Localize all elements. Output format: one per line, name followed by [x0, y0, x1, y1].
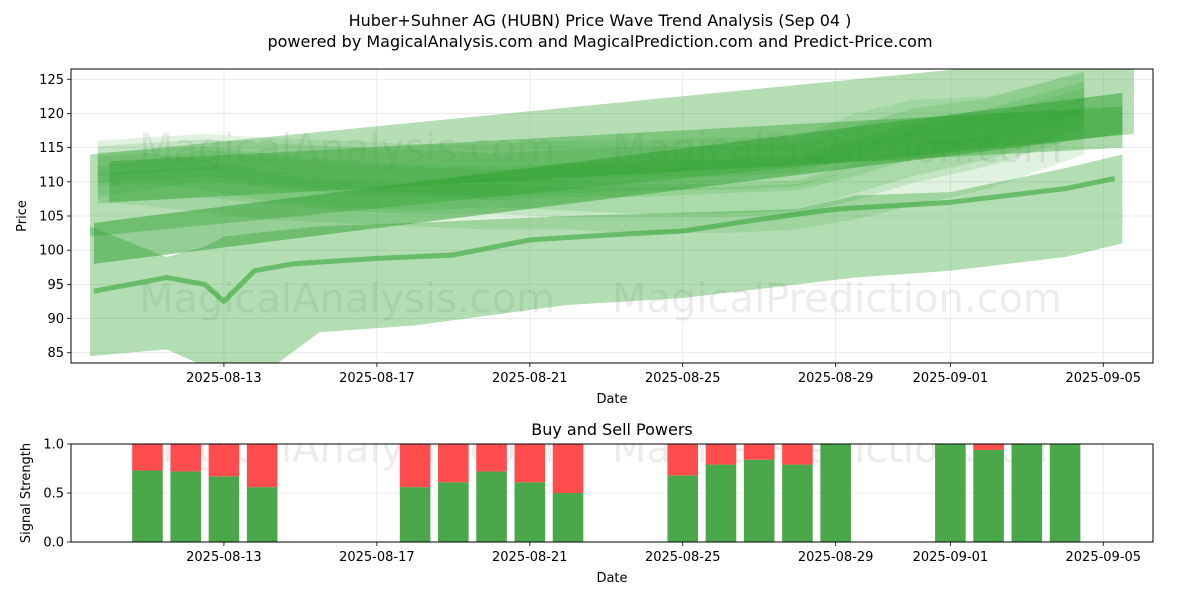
sell-bar — [132, 444, 163, 471]
price-x-ticks: 2025-08-13 2025-08-17 2025-08-21 2025-08-25… — [186, 363, 1141, 386]
signal-bars — [132, 444, 1081, 542]
signal-x-tick-label: 2025-08-21 — [492, 550, 568, 565]
buy-bar — [476, 471, 507, 542]
price-y-tick-label: 110 — [39, 175, 64, 190]
buy-bar — [743, 459, 775, 542]
price-y-tick-label: 105 — [39, 210, 64, 225]
price-y-tick-label: 100 — [39, 244, 64, 259]
buy-bar — [552, 493, 584, 542]
sell-bar — [705, 444, 737, 465]
price-x-tick-label: 2025-08-21 — [492, 371, 568, 386]
signal-y-label: Signal Strength — [19, 443, 34, 543]
watermark-prediction: MagicalPrediction.com — [612, 276, 1062, 322]
price-wave-strand — [97, 98, 1085, 214]
price-trend-channel — [109, 106, 1123, 203]
buy-bar — [1049, 444, 1081, 542]
sell-bar — [246, 444, 278, 488]
price-x-tick-label: 2025-09-05 — [1066, 371, 1142, 386]
price-wave-strand — [97, 105, 1085, 218]
sell-bar — [476, 444, 507, 472]
buy-bar — [246, 487, 278, 542]
buy-bar — [1011, 444, 1043, 542]
buy-bar — [973, 449, 1004, 542]
sell-bar — [514, 444, 546, 483]
signal-y-tick-label: 0.0 — [43, 536, 64, 551]
chart-subtitle: powered by MagicalAnalysis.com and Magic… — [267, 32, 932, 51]
price-y-tick-label: 115 — [39, 141, 64, 156]
price-y-tick-label: 125 — [39, 73, 64, 88]
signal-x-ticks: 2025-08-13 2025-08-17 2025-08-21 2025-08-25… — [186, 542, 1141, 565]
price-x-tick-label: 2025-08-17 — [339, 371, 415, 386]
sell-bar — [782, 444, 813, 465]
watermark-analysis: MagicalAnalysis.com — [139, 276, 555, 322]
signal-x-tick-label: 2025-09-01 — [913, 550, 989, 565]
price-series — [90, 69, 1134, 363]
sell-bar — [973, 444, 1004, 450]
sell-bar — [667, 444, 699, 476]
sell-bar — [208, 444, 240, 477]
signal-x-tick-label: 2025-08-17 — [339, 550, 415, 565]
price-y-tick-label: 90 — [47, 312, 64, 327]
sell-bar — [438, 444, 469, 483]
buy-bar — [782, 464, 813, 542]
signal-y-ticks: 0.0 0.5 1.0 — [43, 438, 71, 551]
chart-title: Huber+Suhner AG (HUBN) Price Wave Trend … — [349, 11, 852, 30]
buy-bar — [399, 487, 431, 542]
price-wave-strand — [97, 88, 1085, 201]
price-panel: MagicalAnalysis.com MagicalPrediction.co… — [15, 68, 1154, 407]
sell-bar — [399, 444, 431, 488]
sell-bar — [170, 444, 201, 472]
signal-x-tick-label: 2025-09-05 — [1066, 550, 1142, 565]
watermark-analysis: MagicalAnalysis.com — [139, 126, 555, 172]
buy-bar — [935, 444, 966, 542]
price-y-ticks: 85 90 95 100 105 110 115 120 125 — [39, 73, 71, 361]
buy-bar — [820, 444, 851, 542]
buy-bar — [705, 464, 737, 542]
signal-y-tick-label: 0.5 — [43, 487, 64, 502]
buy-bar — [438, 482, 469, 542]
buy-bar — [170, 471, 201, 542]
signal-x-label: Date — [596, 571, 627, 586]
signal-y-tick-label: 1.0 — [43, 438, 64, 453]
price-main-line — [93, 175, 1116, 304]
price-x-tick-label: 2025-09-01 — [913, 371, 989, 386]
price-x-label: Date — [596, 392, 627, 407]
signal-x-tick-label: 2025-08-13 — [186, 550, 262, 565]
sell-bar — [743, 444, 775, 460]
price-x-tick-label: 2025-08-13 — [186, 371, 262, 386]
price-y-tick-label: 95 — [47, 278, 64, 293]
price-y-tick-label: 120 — [39, 107, 64, 122]
signal-x-tick-label: 2025-08-29 — [798, 550, 874, 565]
price-x-tick-label: 2025-08-25 — [645, 371, 721, 386]
buy-bar — [514, 482, 546, 542]
price-x-tick-label: 2025-08-29 — [798, 371, 874, 386]
signal-x-tick-label: 2025-08-25 — [645, 550, 721, 565]
buy-bar — [208, 476, 240, 542]
price-trend-channel — [93, 92, 1123, 264]
price-y-tick-label: 85 — [47, 346, 64, 361]
signal-panel: Buy and Sell Powers MagicalAnalysis.com … — [19, 420, 1154, 586]
sell-bar — [552, 444, 584, 493]
buy-bar — [667, 475, 699, 542]
price-y-label: Price — [15, 200, 30, 232]
signal-title: Buy and Sell Powers — [531, 420, 693, 439]
buy-bar — [132, 470, 163, 542]
